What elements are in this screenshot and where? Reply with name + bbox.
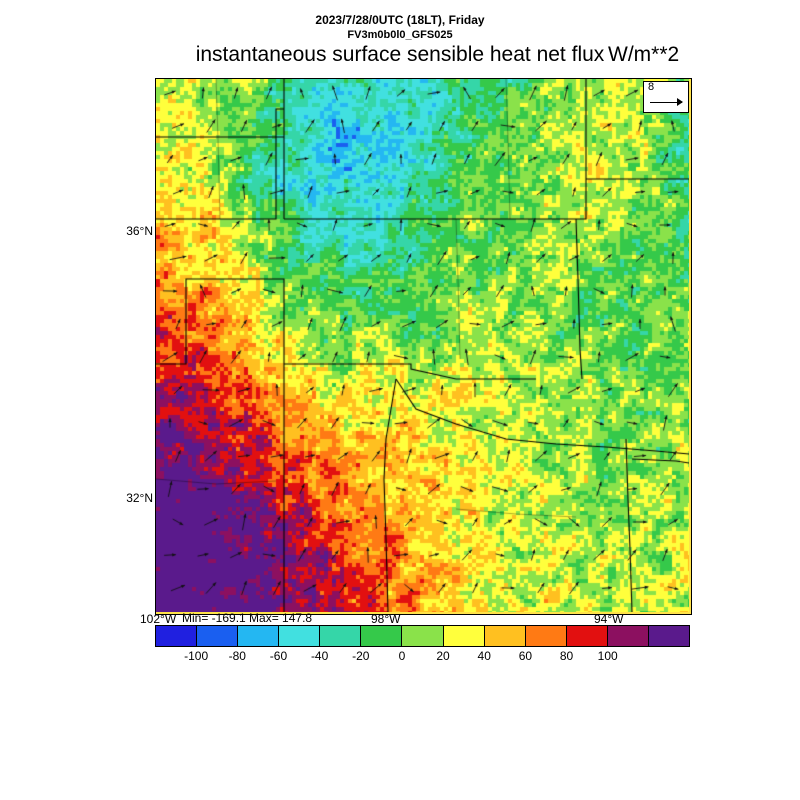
colorbar-tick-5: 0 — [398, 649, 406, 663]
colorbar-tick-4: -20 — [352, 649, 370, 663]
colorbar-swatches — [155, 625, 690, 647]
header-model: FV3m0b0l0_GFS025 — [347, 29, 453, 41]
lat-tick-36n: 36°N — [126, 224, 153, 238]
wind-reference-key: 8 — [643, 81, 689, 113]
heatmap-canvas — [156, 79, 689, 612]
colorbar-tick-2: -60 — [269, 649, 288, 663]
lon-tick-94w: 94°W — [594, 612, 624, 626]
units-label: W/m**2 — [608, 43, 680, 66]
colorbar-tick-10: 100 — [597, 649, 618, 663]
wind-arrow-icon — [650, 102, 682, 103]
colorbar-swatch-3 — [279, 626, 321, 646]
colorbar-swatch-5 — [361, 626, 403, 646]
wind-arrowhead-icon — [677, 98, 683, 106]
colorbar-swatch-10 — [566, 626, 608, 646]
lat-tick-32n: 32°N — [126, 491, 153, 505]
lon-tick-98w: 98°W — [371, 612, 401, 626]
colorbar-swatch-12 — [648, 626, 690, 646]
colorbar-swatch-11 — [607, 626, 649, 646]
colorbar-swatch-2 — [238, 626, 280, 646]
colorbar-swatch-9 — [525, 626, 567, 646]
min-max-annotation: Min= -169.1 Max= 147.8 — [182, 611, 313, 625]
colorbar-tick-9: 80 — [559, 649, 574, 663]
colorbar-swatch-8 — [484, 626, 526, 646]
map-plot-area: 8 — [155, 78, 692, 615]
colorbar-tick-6: 20 — [436, 649, 450, 663]
colorbar-tick-1: -80 — [228, 649, 246, 663]
colorbar-tick-3: -40 — [310, 649, 329, 663]
colorbar-swatch-6 — [402, 626, 444, 646]
colorbar-ticklabels: -100 -80 -60 -40 -20 0 20 40 60 80 100 — [155, 649, 690, 665]
colorbar-tick-8: 60 — [518, 649, 533, 663]
colorbar-tick-0: -100 — [184, 649, 209, 663]
colorbar-swatch-1 — [197, 626, 239, 646]
header-date: 2023/7/28/0UTC (18LT), Friday — [315, 13, 485, 27]
lon-tick-102w: 102°W — [140, 612, 177, 626]
colorbar-swatch-4 — [320, 626, 362, 646]
colorbar-swatch-0 — [156, 626, 198, 646]
wind-key-value: 8 — [648, 81, 655, 93]
colorbar-swatch-7 — [443, 626, 485, 646]
colorbar: -100 -80 -60 -40 -20 0 20 40 60 80 100 — [155, 625, 690, 663]
colorbar-tick-7: 40 — [477, 649, 491, 663]
page-title: instantaneous surface sensible heat net … — [195, 43, 605, 66]
